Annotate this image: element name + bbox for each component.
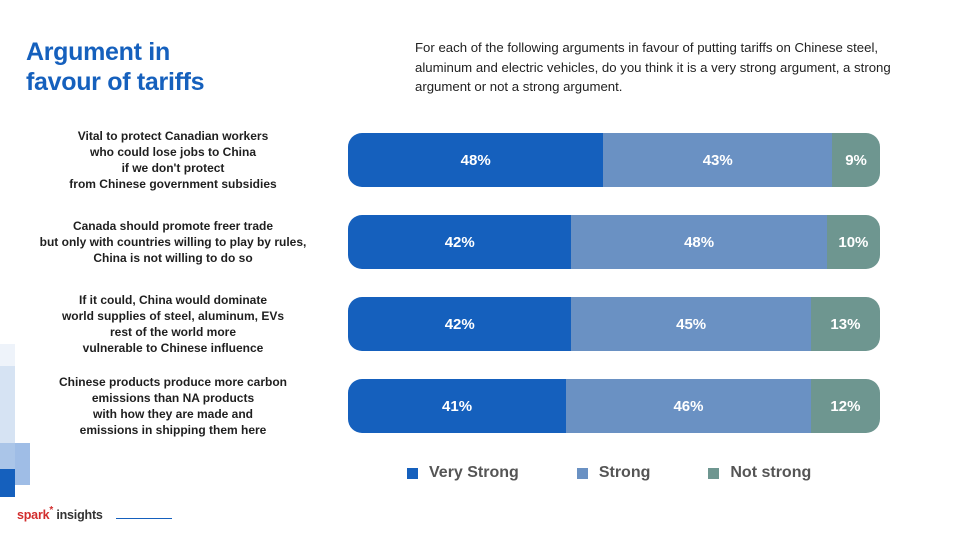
data-label: 13%: [830, 315, 861, 333]
title-line-1: Argument in: [26, 38, 170, 66]
category-label-line: emissions in shipping them here: [79, 423, 267, 437]
bar-segment-very-strong: 41%: [348, 379, 567, 433]
legend-item-very-strong: Very Strong: [407, 464, 519, 482]
category-label-line: Canada should promote freer trade: [72, 219, 274, 233]
category-label-line: but only with countries willing to play …: [39, 235, 307, 249]
category-label: Vital to protect Canadian workers who cou…: [13, 128, 333, 192]
legend-item-strong: Strong: [576, 464, 651, 482]
bar-row: 41% 46% 12%: [348, 379, 880, 433]
page-title: Argument in favour of tariffs: [26, 37, 205, 97]
bar-row: 42% 48% 10%: [348, 215, 880, 269]
legend-item-not-strong: Not strong: [708, 464, 811, 482]
category-label-line: vulnerable to Chinese influence: [82, 341, 264, 355]
legend-swatch: [576, 467, 588, 479]
legend-label: Not strong: [730, 464, 812, 481]
category-label-line: China is not willing to do so: [93, 251, 253, 265]
category-label-line: rest of the world more: [109, 325, 237, 339]
category-label-line: Chinese products produce more carbon: [58, 375, 288, 389]
survey-question: For each of the following arguments in f…: [415, 40, 891, 94]
data-label: 9%: [845, 151, 867, 169]
category-label: Chinese products produce more carbon emis…: [13, 374, 333, 438]
legend-swatch: [407, 467, 418, 479]
logo-rest: insights: [56, 508, 103, 522]
bar-segment-very-strong: 48%: [348, 133, 604, 187]
decor-block-5: [0, 469, 15, 497]
data-label: 12%: [830, 397, 861, 415]
decor-block-1: [0, 344, 15, 366]
bar-row: 48% 43% 9%: [348, 133, 880, 187]
bar-segment-very-strong: 42%: [348, 297, 572, 351]
legend-label: Strong: [598, 464, 651, 481]
data-label: 10%: [838, 233, 869, 251]
category-label-line: if we don't protect: [121, 161, 225, 175]
data-label: 48%: [460, 151, 491, 169]
category-label-line: emissions than NA products: [91, 391, 255, 405]
chart-legend: Very Strong Strong Not strong: [407, 464, 811, 482]
data-label: 42%: [444, 233, 475, 251]
bar-segment-not-strong: 13%: [810, 297, 880, 351]
legend-swatch: [708, 467, 720, 479]
decor-block-2: [0, 366, 15, 443]
spark-insights-logo: spark* insights: [17, 505, 103, 522]
bar-segment-strong: 45%: [571, 297, 811, 351]
data-label: 45%: [676, 315, 707, 333]
title-line-2: favour of tariffs: [26, 68, 205, 96]
bar-segment-not-strong: 10%: [826, 215, 880, 269]
logo-star-icon: *: [49, 505, 54, 516]
legend-label: Very Strong: [429, 464, 519, 481]
category-label-line: from Chinese government subsidies: [69, 177, 277, 191]
data-label: 48%: [684, 233, 715, 251]
category-label-line: Vital to protect Canadian workers: [77, 129, 269, 143]
bar-segment-strong: 43%: [603, 133, 833, 187]
category-label-line: world supplies of steel, aluminum, EVs: [61, 309, 285, 323]
decor-block-3: [0, 443, 15, 469]
bar-segment-very-strong: 42%: [348, 215, 572, 269]
category-label-line: with how they are made and: [92, 407, 254, 421]
category-label-line: If it could, China would dominate: [79, 293, 267, 307]
bar-row: 42% 45% 13%: [348, 297, 880, 351]
bar-segment-not-strong: 12%: [810, 379, 880, 433]
category-label: Canada should promote freer trade but onl…: [13, 218, 333, 266]
data-label: 43%: [702, 151, 733, 169]
bar-segment-strong: 48%: [571, 215, 827, 269]
logo-brand: spark: [17, 508, 50, 522]
data-label: 42%: [444, 315, 475, 333]
category-label-line: who could lose jobs to China: [89, 145, 256, 159]
bar-segment-not-strong: 9%: [832, 133, 880, 187]
logo-underline: [116, 518, 172, 519]
category-label: If it could, China would dominate world s…: [13, 292, 333, 356]
data-label: 46%: [673, 397, 704, 415]
data-label: 41%: [442, 397, 473, 415]
bar-segment-strong: 46%: [566, 379, 811, 433]
decor-block-4: [15, 443, 30, 485]
